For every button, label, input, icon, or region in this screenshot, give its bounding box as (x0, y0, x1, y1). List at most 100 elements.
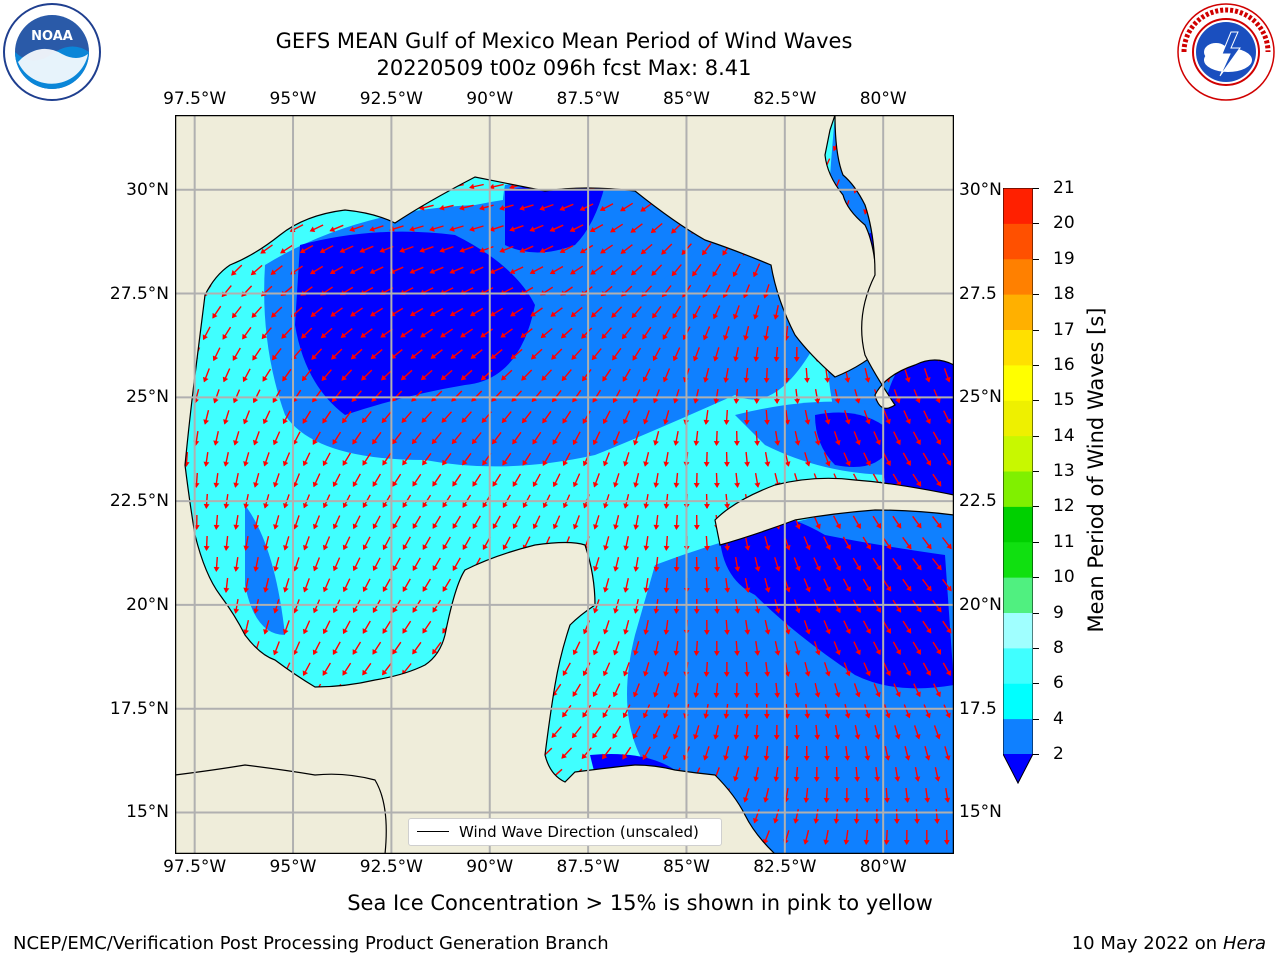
wind-arrow-head (362, 460, 368, 466)
wind-arrow-head (272, 649, 279, 656)
wind-arrow-head (692, 355, 699, 362)
wind-arrow-head (489, 226, 495, 232)
wind-arrow-head (242, 376, 248, 383)
wind-arrow-head (643, 418, 649, 425)
wind-arrow-head (784, 461, 791, 467)
colorbar-segment (1003, 364, 1033, 401)
wind-arrow-head (551, 396, 558, 403)
wind-arrow-head (904, 755, 911, 761)
lon-label-top: 85°W (662, 89, 710, 109)
wind-arrow-head (432, 565, 438, 571)
wind-arrow-head (630, 227, 637, 233)
wind-arrow-head (784, 671, 791, 677)
wind-arrow-head (479, 204, 485, 211)
wind-arrow-head (213, 482, 220, 488)
wind-arrow-head (703, 755, 709, 761)
colorbar-tick-mark (1033, 754, 1039, 755)
wind-arrow-head (592, 481, 599, 488)
wind-arrow-head (432, 607, 438, 613)
lat-label-left: 30°N (126, 179, 169, 200)
wind-arrow-head (382, 502, 388, 508)
wind-arrow-head (539, 205, 545, 211)
wind-arrow-head (854, 776, 861, 782)
wind-arrow-head (643, 587, 650, 593)
wind-arrow-head (263, 503, 269, 509)
wind-arrow-head (213, 440, 219, 446)
wind-arrow-head (713, 356, 719, 362)
wind-arrow-head (331, 354, 337, 360)
colorbar-tick-label: 10 (1053, 567, 1075, 588)
wind-arrow-head (885, 586, 892, 592)
wind-arrow-head (489, 183, 495, 190)
wind-arrow-head (743, 797, 749, 803)
wind-arrow-head (763, 713, 770, 719)
wind-arrow-head (926, 543, 932, 550)
wind-arrow-head (521, 375, 527, 381)
wind-arrow-head (704, 503, 710, 509)
wind-arrow-head (733, 440, 740, 446)
wind-arrow-head (270, 269, 277, 275)
wind-arrow-head (945, 670, 951, 676)
wind-arrow-head (551, 354, 557, 360)
wind-arrow-head (321, 375, 327, 382)
wind-arrow-head (651, 270, 657, 276)
wind-arrow-head (663, 587, 670, 593)
wind-arrow-head (773, 776, 780, 782)
wind-arrow-head (945, 712, 951, 719)
wind-arrow-head (272, 397, 278, 403)
wind-arrow-head (392, 481, 398, 487)
wind-arrow-head (884, 755, 891, 761)
wind-arrow-head (875, 607, 881, 613)
colorbar-tick-mark (1033, 294, 1039, 296)
colorbar (1002, 187, 1034, 785)
wind-arrow-head (472, 481, 478, 487)
wind-arrow-head (459, 247, 465, 253)
wind-arrow-head (231, 270, 237, 276)
wind-arrow-head (763, 335, 770, 341)
wind-arrow-head (905, 712, 911, 719)
wind-arrow-head (242, 333, 248, 340)
wind-arrow-head (429, 310, 436, 317)
wind-arrow-head (682, 334, 689, 341)
wind-arrow-head (734, 608, 741, 614)
wind-arrow-head (469, 268, 476, 274)
wind-arrow-head (412, 480, 418, 487)
chart-title: GEFS MEAN Gulf of Mexico Mean Period of … (275, 29, 853, 53)
wind-arrow-head (764, 461, 771, 467)
legend-label: Wind Wave Direction (unscaled) (459, 823, 699, 841)
wind-arrow-head (805, 628, 811, 635)
lon-label-bottom: 80°W (859, 857, 907, 877)
wind-arrow-head (441, 417, 448, 423)
wind-arrow-head (613, 482, 619, 488)
wind-arrow-head (692, 313, 698, 320)
wind-arrow-head (262, 418, 269, 425)
wind-arrow-head (212, 355, 219, 362)
wind-arrow-head (312, 481, 319, 488)
wind-arrow-head (582, 418, 588, 424)
wind-arrow-head (874, 734, 881, 740)
wind-arrow-head (934, 818, 940, 824)
wind-arrow-head (623, 629, 629, 635)
wind-arrow-head (409, 226, 415, 232)
wind-arrow-head (704, 545, 710, 551)
colorbar-segment (1003, 471, 1033, 507)
wind-arrow-head (773, 735, 780, 740)
wind-arrow-head (681, 249, 687, 256)
lon-label-top: 95°W (269, 89, 317, 109)
wind-arrow-head (774, 440, 781, 446)
wind-arrow-head (673, 650, 680, 656)
wind-arrow-head (402, 628, 408, 634)
wind-arrow-head (713, 734, 720, 740)
wind-arrow-head (925, 376, 931, 383)
wind-arrow-head (926, 585, 932, 592)
wind-arrow-head (312, 649, 319, 656)
wind-arrow-head (773, 818, 779, 824)
wind-arrow-head (283, 502, 289, 509)
colorbar-label: Mean Period of Wind Waves [s] (1084, 307, 1108, 633)
wind-arrow-head (773, 314, 780, 320)
wind-arrow-head (332, 438, 338, 445)
wind-arrow-head (915, 439, 921, 446)
wind-arrow-head (763, 755, 770, 761)
wind-arrow-head (382, 628, 388, 634)
wind-arrow-head (362, 544, 369, 551)
